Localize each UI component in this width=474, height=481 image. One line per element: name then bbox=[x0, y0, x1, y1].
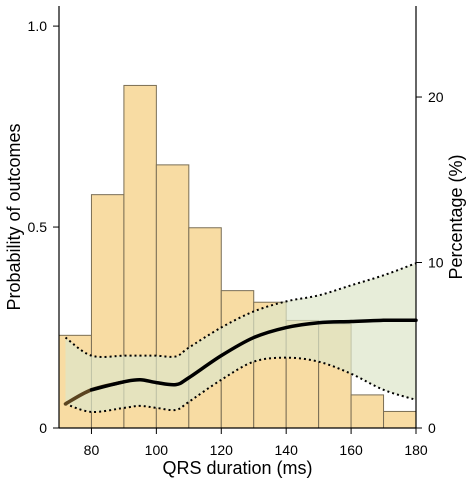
y-tick-label: 0 bbox=[39, 420, 47, 436]
histogram-bar bbox=[350, 394, 385, 429]
confidence-band bbox=[65, 263, 417, 413]
y-tick-label: 0.5 bbox=[28, 219, 48, 235]
y2-tick-label: 20 bbox=[428, 89, 444, 105]
y2-tick-label: 10 bbox=[428, 255, 444, 271]
chart-axes bbox=[58, 6, 417, 429]
x-tick-label: 120 bbox=[210, 442, 234, 458]
y-axis-right-title: Percentage (%) bbox=[446, 154, 466, 279]
x-tick-label: 180 bbox=[404, 442, 428, 458]
x-tick-label: 100 bbox=[145, 442, 169, 458]
y-axis-left-title: Probability of outcomes bbox=[4, 123, 24, 310]
histogram-bar bbox=[383, 410, 417, 429]
y2-tick-label: 0 bbox=[428, 420, 436, 436]
x-tick-label: 80 bbox=[84, 442, 100, 458]
probability-curve bbox=[89, 318, 418, 392]
confidence-lower-line bbox=[65, 356, 417, 413]
x-tick-label: 140 bbox=[275, 442, 299, 458]
y-tick-label: 1.0 bbox=[28, 18, 48, 34]
confidence-upper-line bbox=[64, 262, 417, 358]
x-axis-title: QRS duration (ms) bbox=[162, 458, 312, 478]
x-tick-label: 160 bbox=[339, 442, 363, 458]
